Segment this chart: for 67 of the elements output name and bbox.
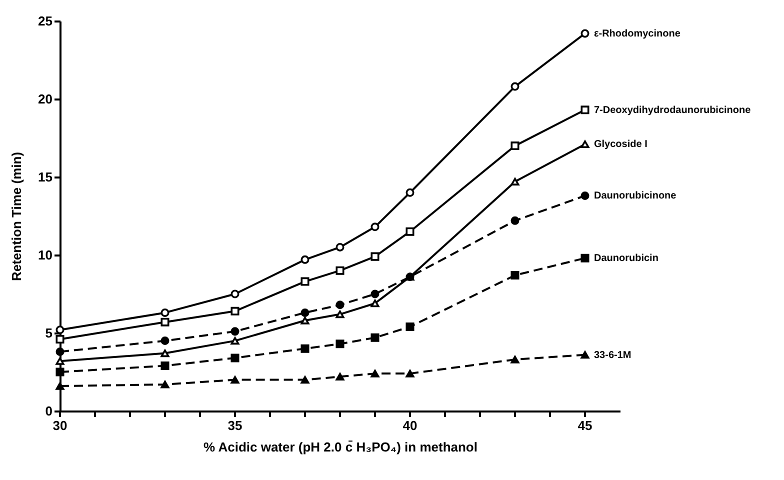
point — [230, 354, 240, 362]
point — [230, 376, 240, 384]
point — [406, 227, 414, 236]
point — [230, 306, 240, 316]
point — [336, 372, 344, 380]
point — [510, 216, 520, 225]
point — [160, 318, 170, 326]
point — [160, 336, 170, 346]
series-label: 7-Deoxydihydrodaunorubicinone — [594, 104, 752, 116]
series-label: Glycoside I — [594, 139, 648, 150]
point — [336, 242, 344, 252]
point — [300, 344, 310, 353]
series-label: ε-Rhodomycinone — [594, 28, 681, 40]
point — [336, 266, 344, 275]
x-tick-label: 35 — [228, 418, 242, 433]
point — [160, 362, 170, 370]
point — [336, 300, 344, 310]
point — [56, 368, 64, 376]
point — [406, 188, 414, 197]
point — [160, 349, 170, 358]
point — [406, 370, 414, 378]
point — [370, 222, 380, 232]
point — [300, 255, 310, 264]
point — [230, 327, 240, 336]
y-axis-title: Retention Time (min) — [9, 152, 24, 282]
y-tick-label: 25 — [38, 14, 52, 28]
point — [370, 333, 380, 342]
point — [300, 308, 310, 317]
y-tick-label: 5 — [45, 326, 52, 340]
point — [580, 140, 590, 148]
point — [56, 382, 64, 390]
point — [370, 290, 380, 298]
point — [336, 340, 344, 348]
point — [370, 252, 380, 261]
y-tick-label: 20 — [38, 92, 52, 106]
series-label: Daunorubicinone — [594, 190, 677, 202]
x-tick-label: 40 — [402, 418, 418, 433]
point — [160, 308, 170, 317]
point — [406, 322, 414, 332]
point — [336, 310, 344, 318]
series-label: Daunorubicin — [594, 253, 658, 264]
point — [370, 370, 380, 378]
point — [510, 178, 520, 186]
point — [56, 347, 64, 356]
point — [510, 271, 520, 280]
point — [510, 82, 520, 91]
y-tick-label: 15 — [38, 170, 52, 184]
point — [580, 351, 590, 359]
x-axis-title: % Acidic water (pH 2.0 c̄ H₃PO₄) in methanol — [204, 440, 478, 454]
x-tick-label: 30 — [52, 418, 68, 433]
point — [510, 142, 520, 150]
point — [580, 29, 590, 38]
series-label: 33-6-1M — [594, 350, 632, 361]
point — [510, 356, 520, 364]
point — [580, 191, 590, 200]
point — [300, 316, 310, 324]
point — [300, 277, 310, 286]
point — [580, 254, 590, 262]
point — [580, 106, 590, 114]
point — [230, 290, 240, 298]
point — [160, 380, 170, 388]
y-tick-label: 0 — [45, 404, 52, 418]
point — [300, 376, 310, 384]
y-tick-label: 10 — [38, 248, 52, 262]
point — [370, 300, 380, 308]
x-tick-label: 45 — [578, 418, 592, 433]
point — [230, 336, 240, 345]
